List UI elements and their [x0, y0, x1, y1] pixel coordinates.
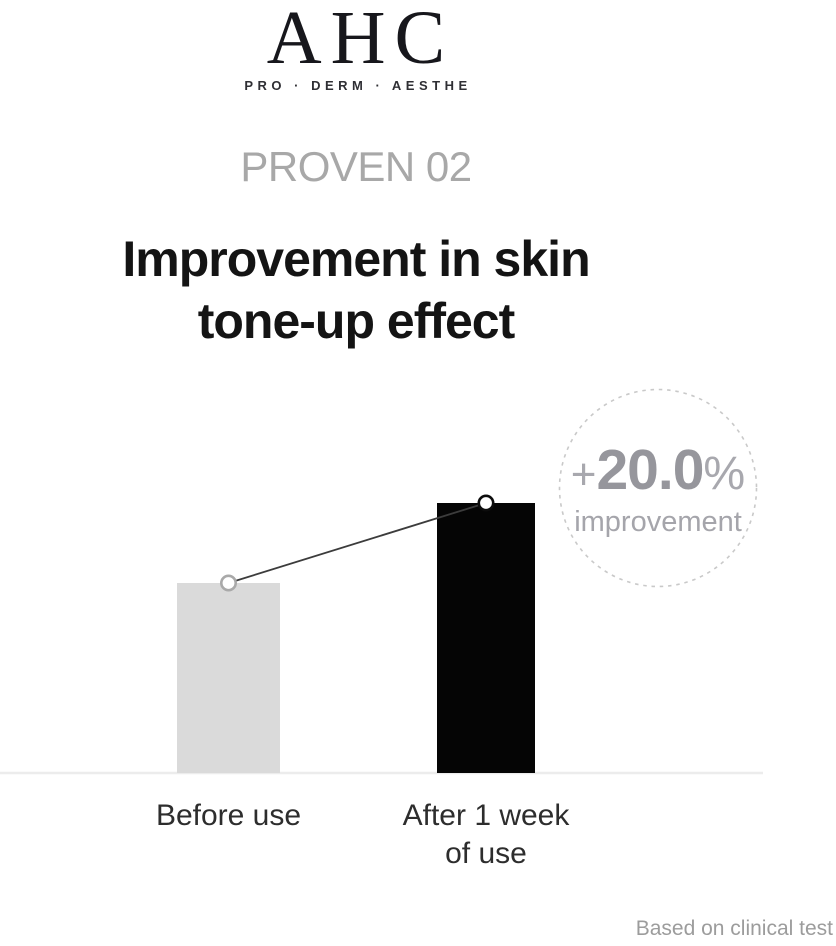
badge-value: 20.0 — [596, 437, 704, 502]
badge-plus-sign: + — [570, 449, 597, 499]
improvement-badge: + 20.0 % improvement — [558, 388, 758, 588]
page-title: Improvement in skin tone-up effect — [0, 228, 712, 352]
badge-label: improvement — [574, 505, 742, 538]
page-title-line1: Improvement in skin — [122, 231, 590, 287]
bar-category-label: Before use — [155, 799, 302, 832]
badge-percent-sign: % — [703, 445, 746, 499]
bar-category-label: After 1 week of use — [402, 799, 570, 870]
badge-content: + 20.0 % improvement — [558, 390, 758, 590]
page-title-line2: tone-up effect — [197, 293, 516, 349]
brand-header: AHC PRO · DERM · AESTHE — [0, 0, 712, 93]
dashed-circle-icon — [558, 388, 758, 588]
brand-logo: AHC — [266, 0, 455, 80]
section-eyebrow: PROVEN 02 — [240, 143, 472, 190]
brand-tagline: PRO · DERM · AESTHE — [244, 78, 472, 93]
badge-percentage: + 20.0 % — [570, 437, 746, 503]
footnote: Based on clinical test — [635, 917, 833, 940]
